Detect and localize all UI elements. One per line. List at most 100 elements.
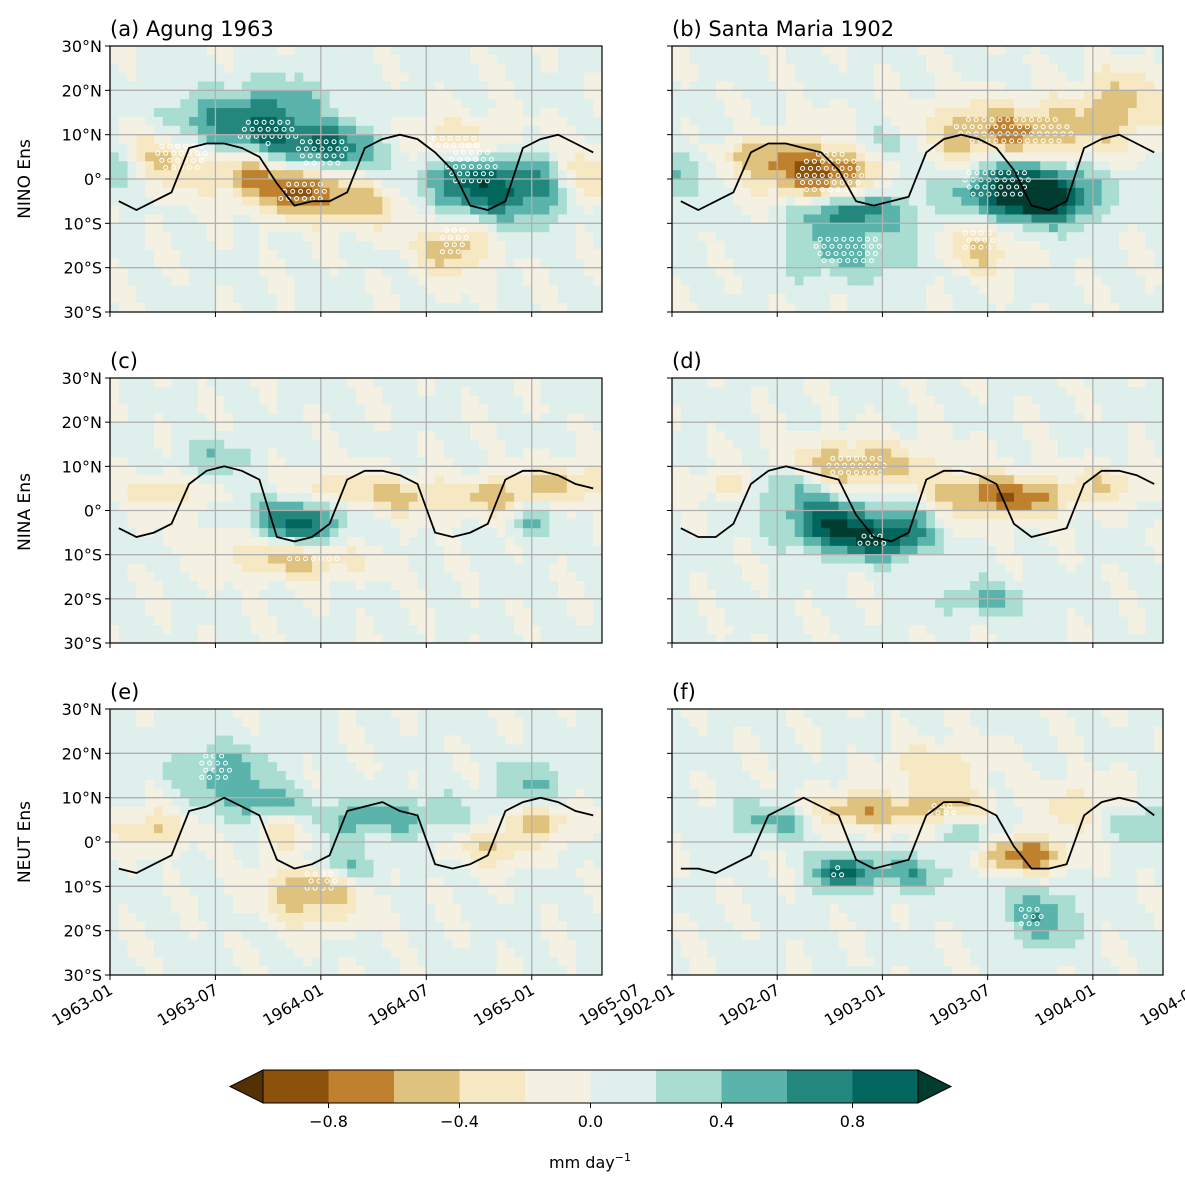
field-cell <box>347 116 357 127</box>
field-cell <box>312 616 322 626</box>
field-cell <box>399 563 410 573</box>
field-cell <box>171 625 181 635</box>
field-cell <box>408 616 419 626</box>
field-cell <box>672 54 682 65</box>
field-cell <box>750 303 761 312</box>
field-cell <box>241 422 252 432</box>
stipple-dot <box>851 187 857 193</box>
field-cell <box>899 258 910 269</box>
field-cell <box>417 125 427 136</box>
field-cell <box>285 232 296 242</box>
field-cell <box>882 303 892 312</box>
field-cell <box>259 81 269 91</box>
field-cell <box>593 241 602 251</box>
stipple-dot <box>315 153 321 159</box>
field-cell <box>1101 294 1111 304</box>
field-cell <box>303 72 313 83</box>
field-cell <box>856 90 866 100</box>
stipple-dot <box>843 158 849 164</box>
field-cell <box>391 54 401 65</box>
stipple-dot <box>1044 131 1050 137</box>
field-cell <box>908 241 919 251</box>
field-cell <box>566 249 577 260</box>
stipple-dot <box>857 251 863 256</box>
field-cell <box>970 170 980 180</box>
field-cell <box>399 125 410 136</box>
field-cell <box>356 81 366 91</box>
field-cell <box>224 187 234 198</box>
field-cell <box>391 598 401 609</box>
field-cell <box>584 108 594 118</box>
field-cell <box>320 457 331 467</box>
field-cell <box>435 303 445 312</box>
field-cell <box>364 554 375 565</box>
field-cell <box>294 492 304 503</box>
field-cell <box>698 232 708 242</box>
field-cell <box>224 386 234 397</box>
field-cell <box>672 196 682 207</box>
field-cell <box>329 143 340 153</box>
field-cell <box>215 161 225 171</box>
field-cell <box>505 294 515 304</box>
field-cell <box>724 303 734 312</box>
field-cell <box>320 519 331 529</box>
field-cell <box>329 554 340 565</box>
field-cell <box>118 258 129 269</box>
field-cell <box>461 54 471 65</box>
field-cell <box>742 276 752 286</box>
field-cell <box>215 466 225 476</box>
field-cell <box>531 108 542 118</box>
field-cell <box>1084 170 1094 180</box>
field-cell <box>487 214 498 224</box>
field-cell <box>206 607 217 618</box>
field-cell <box>829 134 840 145</box>
field-cell <box>943 170 954 180</box>
field-cell <box>233 404 243 414</box>
field-cell <box>584 276 594 286</box>
field-cell <box>821 54 831 65</box>
field-cell <box>118 590 129 600</box>
field-cell <box>189 223 199 233</box>
field-cell <box>689 249 699 260</box>
field-cell <box>233 276 243 286</box>
field-cell <box>268 598 278 609</box>
field-cell <box>320 99 331 109</box>
field-cell <box>1022 152 1033 162</box>
field-cell <box>733 134 743 145</box>
field-cell <box>917 267 927 278</box>
field-cell <box>110 634 120 643</box>
field-cell <box>470 413 480 423</box>
field-cell <box>329 607 340 618</box>
field-cell <box>479 161 489 171</box>
stipple-dot <box>953 124 959 130</box>
field-cell <box>470 116 480 127</box>
field-cell <box>364 90 375 100</box>
field-cell <box>1145 285 1155 295</box>
field-cell <box>399 598 410 609</box>
field-cell <box>399 625 410 635</box>
field-cell <box>320 616 331 626</box>
field-cell <box>136 134 146 145</box>
field-cell <box>391 232 401 242</box>
field-cell <box>259 413 269 423</box>
field-cell <box>347 457 357 467</box>
field-cell <box>961 152 971 162</box>
field-cell <box>1022 303 1033 312</box>
field-cell <box>461 205 471 216</box>
field-cell <box>356 413 366 423</box>
field-cell <box>391 484 401 494</box>
field-cell <box>276 249 287 260</box>
field-cell <box>153 81 164 91</box>
field-cell <box>680 205 691 216</box>
field-cell <box>1057 232 1068 242</box>
field-cell <box>206 99 217 109</box>
field-cell <box>593 294 602 304</box>
field-cell <box>233 152 243 162</box>
field-cell <box>908 125 919 136</box>
field-cell <box>821 46 831 56</box>
field-cell <box>838 258 848 269</box>
stipple-dot <box>447 249 453 255</box>
field-cell <box>522 205 533 216</box>
field-cell <box>496 143 506 153</box>
field-cell <box>479 276 489 286</box>
